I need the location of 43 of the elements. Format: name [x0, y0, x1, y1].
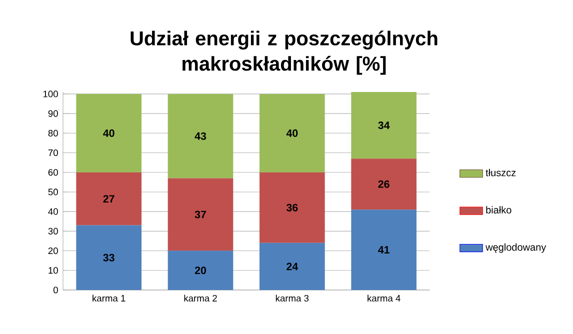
data-label: 27	[103, 195, 114, 203]
y-tick-label: 20	[48, 247, 58, 254]
y-tick-label: 30	[48, 228, 58, 234]
x-tick-label: karma 1	[92, 294, 126, 302]
legend-label: białko	[486, 206, 512, 214]
data-label: 40	[103, 129, 114, 137]
data-label: 26	[378, 180, 390, 188]
y-tick-label: 0	[53, 286, 58, 294]
data-label: 43	[194, 132, 206, 140]
y-tick-label: 100	[43, 90, 58, 98]
data-label: 33	[103, 254, 114, 262]
bar	[260, 94, 325, 172]
bar	[76, 225, 142, 290]
bar	[168, 178, 234, 251]
bar	[351, 158, 417, 210]
x-tick-label: karma 3	[276, 294, 309, 302]
x-tick-label: karma 4	[368, 294, 400, 302]
bar	[260, 172, 325, 243]
legend-label: tłuszcz	[486, 168, 516, 176]
y-tick-label: 50	[48, 188, 58, 196]
data-label: 20	[194, 266, 206, 274]
data-label: 34	[378, 122, 390, 130]
y-tick-label: 40	[48, 208, 58, 215]
x-tick-label: karma 2	[184, 294, 217, 302]
chart-title: Udział energii z poszczególnych makroskładników [%]	[130, 30, 438, 75]
legend-label: węglodowany	[486, 243, 546, 253]
y-tick-label: 70	[48, 149, 58, 156]
data-label: 36	[286, 204, 298, 212]
bar	[168, 94, 234, 178]
data-label: 41	[378, 246, 390, 254]
y-tick-label: 60	[48, 169, 58, 176]
bar	[351, 210, 417, 290]
y-tick-label: 90	[48, 110, 58, 117]
y-tick-label: 80	[48, 130, 58, 136]
data-label: 24	[286, 262, 298, 270]
bar	[76, 172, 142, 226]
bar	[260, 242, 325, 290]
bar	[351, 92, 417, 159]
data-label: 37	[194, 210, 206, 218]
data-label: 40	[286, 129, 298, 137]
y-tick-label: 10	[48, 267, 58, 274]
bar	[76, 94, 142, 172]
bar	[168, 250, 234, 290]
